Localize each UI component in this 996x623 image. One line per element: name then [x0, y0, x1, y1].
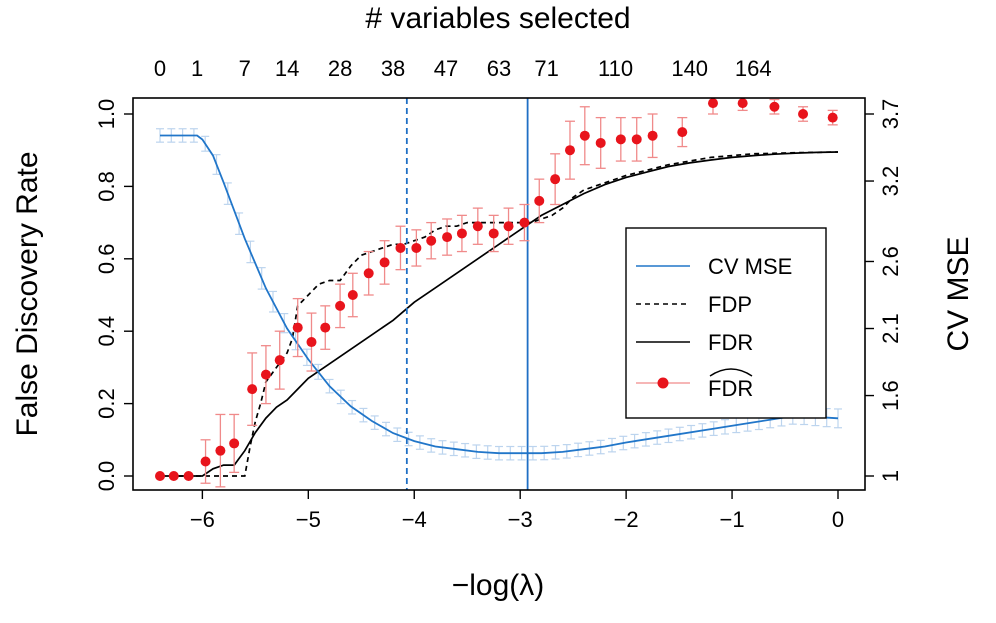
fdr-estimate-point [579, 130, 590, 141]
top-axis-tick-label: 28 [328, 56, 352, 81]
top-axis-tick-label: 0 [154, 56, 166, 81]
top-axis-tick-label: 140 [671, 56, 708, 81]
fdr-estimate-point [395, 242, 406, 253]
cv-mse-line [160, 134, 839, 455]
fdr-estimate-point [247, 384, 258, 395]
fdr-estimate-point [168, 471, 179, 481]
fdr-estimate-point [534, 195, 545, 206]
left-y-axis-tick-label: 0.8 [94, 171, 119, 202]
fdr-estimate-point [260, 369, 271, 380]
x-axis-tick-label: −2 [614, 507, 639, 532]
top-axis-tick-label: 7 [239, 56, 251, 81]
fdr-estimate-point [769, 101, 780, 112]
right-y-axis-tick-label: 2.1 [878, 313, 903, 344]
fdr-estimate-point [631, 134, 642, 145]
fdr-estimate-point [707, 98, 718, 109]
fdr-estimate-point [183, 471, 194, 481]
fdr-estimate-point [274, 355, 285, 366]
fdr-estimate-point [442, 232, 453, 243]
right-y-axis-title: CV MSE [942, 236, 975, 351]
right-y-axis-tick-label: 3.2 [878, 166, 903, 197]
fdr-estimate-points [155, 98, 838, 488]
x-axis-tick-label: 0 [832, 507, 844, 532]
fdr-estimate-point [798, 109, 809, 119]
left-y-axis-title: False Discovery Rate [11, 151, 44, 436]
fdr-estimate-point [677, 127, 688, 138]
x-axis-tick-label: −6 [190, 507, 215, 532]
fdr-line [160, 151, 839, 477]
left-y-axis-tick-label: 1.0 [94, 99, 119, 130]
x-axis-tick-label: −4 [402, 507, 427, 532]
top-axis-title: # variables selected [365, 2, 630, 35]
left-y-axis-tick-label: 0.4 [94, 316, 119, 347]
legend-fdr-label: FDR [708, 330, 753, 355]
axes: −6 −5 −4 −3 −2 −1 00 1 7 14 28 38 47 63 71 110 140 1640.0… [94, 56, 903, 532]
legend-fdr-hat-accent [709, 368, 753, 377]
top-axis-tick-label: 1 [191, 56, 203, 81]
fdr-estimate-point [737, 98, 748, 109]
fdr-estimate-point [647, 130, 658, 141]
top-axis-tick-label: 71 [534, 56, 558, 81]
fdr-estimate-point [320, 322, 331, 333]
right-y-axis-tick-label: 3.7 [878, 99, 903, 130]
fdr-estimate-point [426, 235, 437, 246]
top-axis-tick-label: 38 [381, 56, 405, 81]
right-y-axis-tick-label: 1.6 [878, 380, 903, 411]
fdr-estimate-point [155, 471, 165, 481]
x-axis-title: −log(λ) [452, 569, 545, 602]
legend: CV MSE FDP FDR FDR [625, 227, 827, 419]
right-y-axis-tick-label: 1 [878, 470, 903, 482]
fdr-estimate-point [488, 228, 499, 239]
fdr-estimate-point [519, 217, 530, 228]
legend-fdp-label: FDP [708, 292, 752, 317]
fdr-estimate-point [550, 174, 561, 185]
series-lines [160, 134, 839, 477]
fdr-estimate-point [335, 300, 346, 311]
fdr-estimate-point [379, 257, 390, 268]
legend-fdr-hat-label: FDR [708, 376, 753, 401]
fdr-estimate-point [503, 221, 514, 232]
top-axis-tick-label: 164 [735, 56, 772, 81]
top-axis-tick-label: 14 [275, 56, 299, 81]
fdr-estimate-point [229, 438, 240, 449]
fdr-estimate-point [363, 268, 374, 279]
fdr-estimate-point [306, 337, 317, 348]
fdr-estimate-point [347, 290, 358, 300]
fdr-estimate-point [564, 145, 575, 156]
x-axis-tick-label: −3 [508, 507, 533, 532]
fdr-estimate-point [615, 134, 626, 145]
fdr-estimate-point [472, 221, 483, 232]
top-axis-tick-label: 47 [434, 56, 458, 81]
fdr-estimate-point [411, 242, 422, 253]
fdr-estimate-point [200, 456, 211, 467]
fdr-estimate-point [456, 228, 467, 239]
top-axis-tick-label: 63 [487, 56, 511, 81]
legend-cv-mse-label: CV MSE [708, 254, 792, 279]
fdr-estimate-point [292, 322, 303, 333]
x-axis-tick-label: −1 [720, 507, 745, 532]
fdr-estimate-point [827, 112, 838, 123]
top-axis-tick-label: 110 [598, 56, 633, 81]
plot-frame [132, 97, 866, 491]
reference-lines [405, 98, 529, 490]
left-y-axis-tick-label: 0.6 [94, 244, 119, 275]
right-y-axis-tick-label: 2.6 [878, 246, 903, 277]
left-y-axis-tick-label: 0.0 [94, 461, 119, 492]
fdr-estimate-point [215, 445, 226, 456]
fdr-estimate-point [595, 137, 606, 148]
legend-fdr-hat-point-swatch [657, 377, 669, 389]
x-axis-tick-label: −5 [296, 507, 321, 532]
fdp-line [160, 151, 839, 477]
left-y-axis-tick-label: 0.2 [94, 388, 119, 419]
